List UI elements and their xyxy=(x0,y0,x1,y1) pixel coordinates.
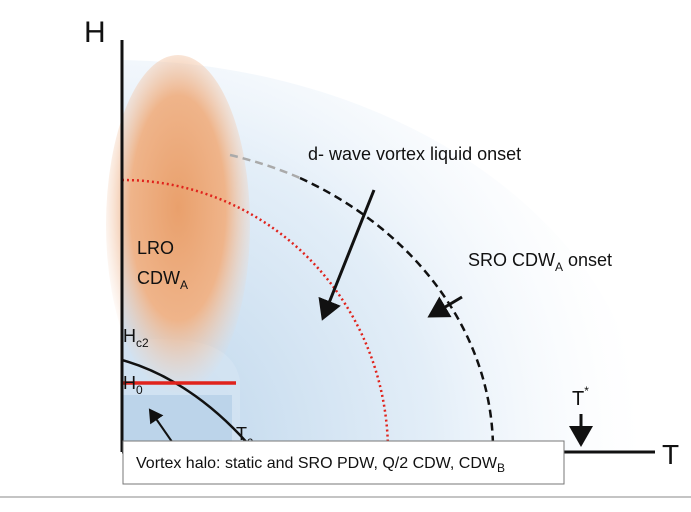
label: CDWA xyxy=(137,268,188,292)
label-sub: A xyxy=(180,278,188,292)
sro-region xyxy=(122,60,650,452)
sro-onset-faint xyxy=(229,153,301,180)
label-sub: c2 xyxy=(136,336,149,350)
label: Hc2 xyxy=(123,326,149,350)
label: LRO xyxy=(137,238,174,258)
tc-line xyxy=(121,358,256,453)
caption-sub: B xyxy=(497,461,505,475)
arrow xyxy=(318,189,376,321)
label-text: T xyxy=(572,388,584,410)
caption-box xyxy=(122,440,565,485)
y-axis-label: H xyxy=(84,16,106,49)
label: SRO CDWA onset xyxy=(468,250,612,274)
label-text: H xyxy=(123,373,136,393)
label-sub: 0 xyxy=(136,383,143,397)
label-text: SRO CDW xyxy=(468,250,555,270)
label-sub: A xyxy=(555,260,563,274)
sro-onset-line xyxy=(299,176,495,453)
caption-text: Vortex halo: static and SRO PDW, Q/2 CDW… xyxy=(136,455,498,472)
label: d- wave vortex liquid onset xyxy=(308,144,521,164)
x-axis-label: T xyxy=(662,439,679,470)
label: T* xyxy=(572,384,589,410)
label-text: onset xyxy=(563,250,612,270)
lro-region xyxy=(106,55,250,395)
arrow xyxy=(427,295,463,318)
caption: Vortex halo: static and SRO PDW, Q/2 CDW… xyxy=(136,455,505,475)
dwave-onset-line xyxy=(121,178,390,453)
label-sup: * xyxy=(584,384,589,398)
label-text: CDW xyxy=(137,268,180,288)
label: H0 xyxy=(123,373,143,397)
label-text: H xyxy=(123,326,136,346)
label-text: T xyxy=(236,424,247,444)
